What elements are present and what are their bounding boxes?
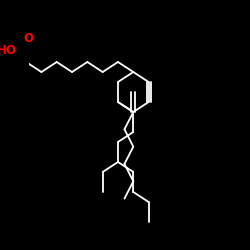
Text: HO: HO <box>0 44 17 57</box>
Text: O: O <box>23 32 33 46</box>
